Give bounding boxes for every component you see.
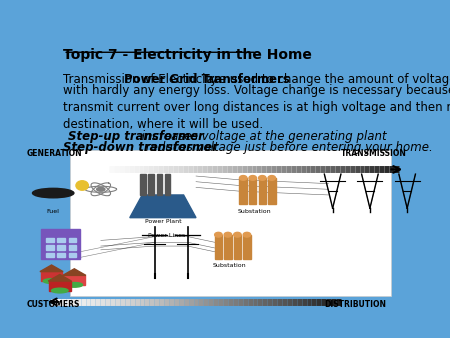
Text: CUSTOMERS: CUSTOMERS [26,300,80,310]
Bar [224,235,232,259]
Circle shape [97,187,105,191]
Bar [46,238,54,242]
Ellipse shape [32,188,74,198]
Text: Power Lines: Power Lines [148,233,186,238]
Ellipse shape [249,175,256,180]
Text: TRANSMISSION: TRANSMISSION [341,149,407,158]
Bar [41,229,80,259]
Bar [68,253,76,258]
Bar [249,178,256,204]
Ellipse shape [239,175,247,180]
Ellipse shape [234,232,241,237]
Bar [239,178,247,204]
Ellipse shape [243,232,251,237]
Text: are used to change the amount of voltage: are used to change the amount of voltage [202,73,450,86]
Text: DISTRIBUTION: DISTRIBUTION [324,300,387,310]
Text: Substation: Substation [238,209,272,214]
Ellipse shape [52,288,68,293]
Bar [68,238,76,242]
Bar [68,245,76,250]
Bar [57,238,65,242]
Text: reduces voltage just before entering your home.: reduces voltage just before entering you… [142,141,432,154]
Polygon shape [130,195,196,218]
Bar [148,174,154,195]
Polygon shape [63,269,86,275]
Bar [57,253,65,258]
Bar [46,245,54,250]
Text: Transmission of Electricity: Transmission of Electricity [63,73,221,86]
Bar [140,174,145,195]
Polygon shape [40,265,63,272]
Bar [46,253,54,258]
Text: Step-up transformer: Step-up transformer [68,130,204,143]
Text: with hardly any energy loss. Voltage change is necessary because the most effici: with hardly any energy loss. Voltage cha… [63,83,450,130]
Text: Fuel: Fuel [47,209,60,214]
Bar [63,275,85,285]
Ellipse shape [76,181,88,190]
Text: increases voltage at the generating plant: increases voltage at the generating plan… [138,130,387,143]
FancyBboxPatch shape [70,150,391,296]
Bar [157,174,162,195]
Text: Power Grid Transformers: Power Grid Transformers [124,73,290,86]
Text: Topic 7 - Electricity in the Home: Topic 7 - Electricity in the Home [63,48,312,63]
Bar [49,281,71,291]
Text: GENERATION: GENERATION [26,149,82,158]
Bar [215,235,222,259]
Bar [234,235,241,259]
Ellipse shape [43,279,60,284]
Bar [57,245,65,250]
Ellipse shape [224,232,232,237]
Ellipse shape [259,175,266,180]
Bar [165,174,171,195]
Text: Substation: Substation [212,264,246,268]
Ellipse shape [66,283,83,287]
Bar [268,178,275,204]
Ellipse shape [215,232,222,237]
Polygon shape [48,274,72,281]
Ellipse shape [268,175,275,180]
Bar [259,178,266,204]
Text: Step-down transformer: Step-down transformer [63,141,218,154]
Bar [41,272,62,281]
Text: Power Plant: Power Plant [144,219,181,224]
Bar [243,235,251,259]
